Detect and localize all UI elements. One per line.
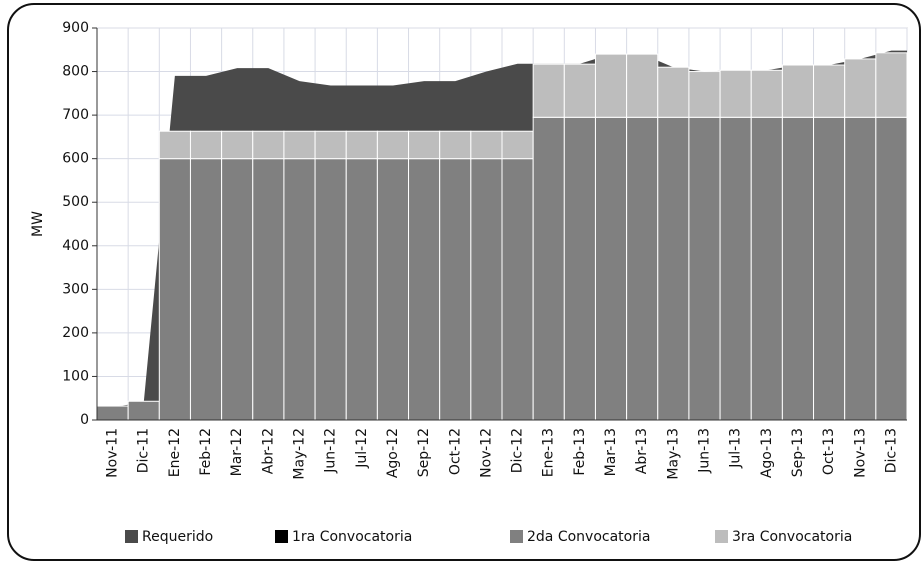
x-tick-label: Jul-13 [728, 428, 744, 469]
x-tick-label: Sep-13 [790, 428, 806, 477]
y-tick-label: 500 [62, 194, 89, 210]
x-tick-label: Feb-13 [572, 428, 588, 476]
bar-segment [844, 116, 877, 421]
bar-segment [844, 58, 877, 118]
bar-segment [439, 158, 472, 421]
bar-segment [813, 64, 846, 118]
bar-segment [345, 130, 378, 160]
bar-segment [252, 158, 285, 421]
x-tick-label: Mar-13 [603, 428, 619, 476]
legend-swatch [275, 530, 288, 543]
y-tick-label: 400 [62, 238, 89, 254]
bar-segment [408, 158, 441, 421]
y-tick-label: 700 [62, 107, 89, 123]
x-tick-label: Jun-12 [323, 428, 339, 474]
x-tick-label: Nov-13 [852, 428, 868, 478]
bar-segment [875, 116, 908, 421]
bar-segment [626, 53, 659, 118]
bar-segment [688, 116, 721, 421]
bar-segment [127, 400, 160, 421]
x-tick-label: Nov-11 [105, 428, 121, 478]
x-tick-label: May-12 [292, 428, 308, 480]
legend-swatch [715, 530, 728, 543]
x-tick-label: Abr-12 [260, 428, 276, 474]
x-tick-label: Ago-12 [385, 428, 401, 478]
legend-swatch [125, 530, 138, 543]
y-tick-label: 300 [62, 281, 89, 297]
x-tick-label: Oct-12 [447, 428, 463, 475]
bar-segment [158, 130, 191, 160]
x-tick-label: Nov-12 [478, 428, 494, 478]
x-tick-label: Dic-11 [136, 428, 152, 473]
y-axis-label: MW [30, 211, 46, 237]
bar-segment [439, 130, 472, 160]
bar-segment [345, 158, 378, 421]
x-tick-label: Dic-13 [883, 428, 899, 473]
bar-segment [470, 158, 503, 421]
bar-segment [657, 66, 690, 118]
bar-segment [221, 158, 254, 421]
y-tick-label: 0 [80, 412, 89, 428]
bar-segment [221, 130, 254, 160]
bar-segment [314, 158, 347, 421]
bar-segment [594, 53, 628, 118]
bar-segment [376, 130, 410, 160]
legend-label: 1ra Convocatoria [292, 529, 412, 545]
y-tick-label: 900 [62, 20, 89, 36]
x-tick-label: Ene-13 [541, 428, 557, 477]
legend-swatch [510, 530, 523, 543]
bar-segment [781, 64, 815, 118]
bar-segment [283, 158, 316, 421]
legend-label: 2da Convocatoria [527, 529, 650, 545]
bar-segment [626, 116, 659, 421]
bar-segment [314, 130, 347, 160]
bar-segment [594, 116, 628, 421]
bar-segment [875, 52, 908, 118]
bar-segment [408, 130, 441, 160]
bar-segment [657, 116, 690, 421]
bar-segment [283, 130, 316, 160]
bar-segment [563, 116, 596, 421]
x-tick-label: Jun-13 [697, 428, 713, 474]
y-tick-label: 100 [62, 368, 89, 384]
x-tick-label: May-13 [665, 428, 681, 480]
y-tick-label: 600 [62, 151, 89, 167]
bar-segment [252, 130, 285, 160]
y-tick-label: 800 [62, 64, 89, 80]
x-tick-label: Mar-12 [229, 428, 245, 476]
x-tick-label: Ene-12 [167, 428, 183, 477]
bar-segment [750, 116, 783, 421]
legend-label: Requerido [142, 529, 213, 545]
bar-segment [719, 116, 752, 421]
bar-segment [781, 116, 815, 421]
x-tick-label: Abr-13 [634, 428, 650, 474]
x-tick-label: Jul-12 [354, 428, 370, 469]
bar-segment [532, 63, 565, 118]
x-tick-label: Feb-12 [198, 428, 214, 476]
bar-segment [189, 158, 223, 421]
bar-segment [470, 130, 503, 160]
x-tick-label: Ago-13 [759, 428, 775, 478]
bar-segment [189, 130, 223, 160]
y-tick-label: 200 [62, 325, 89, 341]
bar-segment [563, 63, 596, 118]
bar-segment [501, 158, 534, 421]
x-tick-label: Dic-12 [510, 428, 526, 473]
bar-segment [158, 158, 191, 421]
bar-segment [96, 405, 129, 421]
x-tick-label: Sep-12 [416, 428, 432, 477]
x-tick-label: Oct-13 [821, 428, 837, 475]
bar-segment [501, 130, 534, 160]
bar-segment [813, 116, 846, 421]
bar-segment [719, 69, 752, 118]
bar-segment [750, 69, 783, 118]
bar-segment [532, 116, 565, 421]
bar-segment [376, 158, 410, 421]
bar-segment [688, 71, 721, 118]
legend-label: 3ra Convocatoria [732, 529, 852, 545]
